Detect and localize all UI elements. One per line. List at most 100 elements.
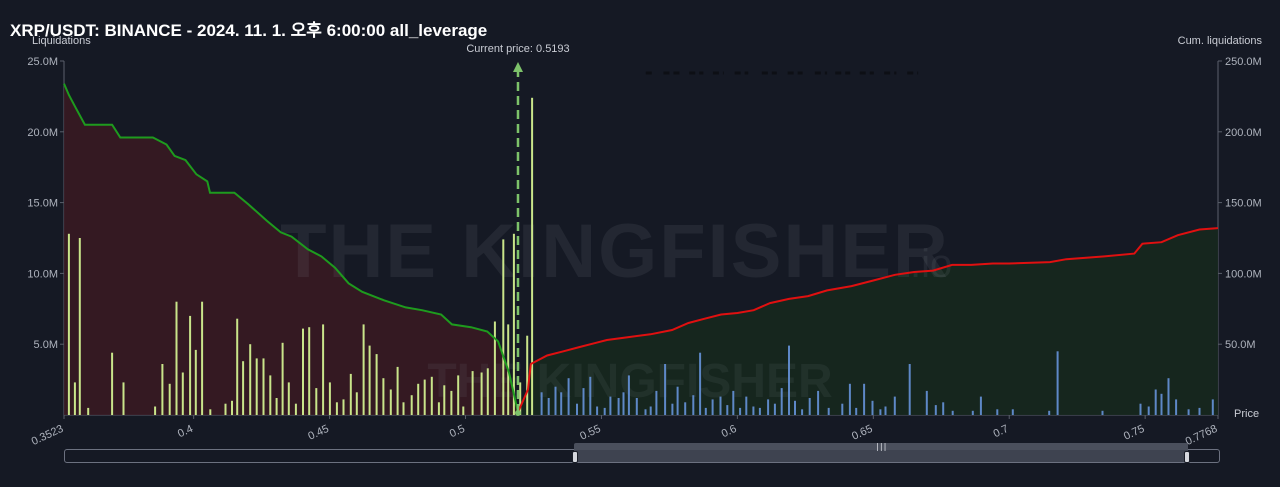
- short-liquidation-bar: [780, 388, 783, 415]
- left-axis-label: Liquidations: [32, 35, 91, 47]
- x-tick-label: 0.3523: [30, 423, 66, 448]
- long-liquidation-bar: [375, 354, 378, 415]
- watermark-text: THE KINGFISHER: [280, 209, 950, 294]
- short-liquidation-bar: [582, 388, 585, 415]
- current-price-arrow-icon: [512, 62, 523, 72]
- watermark-suffix: .io: [910, 242, 952, 286]
- range-handle-right[interactable]: [1184, 451, 1190, 463]
- long-liquidation-bar: [389, 389, 392, 415]
- long-liquidation-bar: [67, 233, 70, 415]
- long-liquidation-bar: [417, 383, 420, 415]
- short-liquidation-bar: [951, 410, 954, 415]
- long-liquidation-bar: [349, 373, 352, 415]
- long-liquidation-bar: [161, 364, 164, 415]
- short-liquidation-bar: [752, 406, 755, 415]
- long-liquidation-bar: [502, 239, 505, 415]
- short-liquidation-bar: [996, 409, 999, 415]
- short-liquidation-bar: [848, 383, 851, 415]
- long-liquidation-bar: [262, 358, 265, 415]
- long-liquidation-bar: [189, 315, 192, 415]
- short-liquidation-bar: [664, 364, 667, 415]
- long-liquidation-bar: [154, 406, 157, 415]
- short-liquidation-bar: [863, 383, 866, 415]
- long-liquidation-bar: [450, 390, 453, 415]
- long-liquidation-bar: [519, 382, 522, 415]
- x-tick-label: 0.7768: [1184, 423, 1220, 448]
- short-liquidation-bar: [827, 407, 830, 415]
- long-liquidation-bar: [181, 372, 184, 415]
- y-left-tick-label: 20.0M: [27, 127, 58, 139]
- right-axis-label: Cum. liquidations: [1178, 35, 1263, 47]
- short-liquidation-bar: [1160, 393, 1163, 415]
- short-liquidation-bar: [745, 396, 748, 415]
- short-liquidation-bar: [871, 400, 874, 415]
- long-liquidation-bar: [526, 335, 529, 415]
- short-liquidation-bar: [567, 378, 570, 415]
- long-liquidation-bar: [236, 318, 239, 415]
- current-price-dot: [514, 410, 521, 416]
- short-liquidation-bar: [655, 390, 658, 415]
- short-liquidation-bar: [627, 375, 630, 415]
- long-liquidation-bar: [78, 238, 81, 415]
- long-liquidation-bar: [294, 403, 297, 415]
- x-tick-label: 0.75: [1122, 423, 1146, 443]
- cumulative-lines: [63, 71, 1219, 413]
- short-liquidation-bar: [942, 402, 945, 415]
- y-right-tick-label: 200.0M: [1225, 127, 1262, 139]
- range-thumb[interactable]: [574, 450, 1188, 462]
- long-liquidation-bar: [269, 375, 272, 415]
- long-liquidation-bar: [486, 368, 489, 415]
- grip-icon[interactable]: |||: [875, 442, 887, 451]
- short-liquidation-bar: [676, 386, 679, 415]
- x-axis-label: Price: [1234, 408, 1259, 420]
- long-liquidation-bar: [396, 366, 399, 415]
- short-liquidation-bar: [711, 399, 714, 415]
- long-liquidation-bar: [194, 349, 197, 415]
- long-liquidation-bar: [430, 376, 433, 415]
- short-liquidation-bar: [719, 396, 722, 415]
- current-price-label: Current price: 0.5193: [466, 43, 569, 55]
- short-liquidation-bar: [560, 392, 563, 415]
- short-cumulative-area: [518, 228, 1218, 415]
- x-tick-label: 0.4: [176, 423, 195, 440]
- short-liquidation-bar: [934, 405, 937, 415]
- short-liquidation-bar: [1154, 389, 1157, 415]
- short-liquidation-bar: [794, 400, 796, 415]
- range-scrollbar[interactable]: |||: [64, 442, 1220, 463]
- long-liquidation-bar: [168, 383, 171, 415]
- short-liquidation-bar: [1187, 409, 1190, 415]
- range-handle-left[interactable]: [572, 451, 578, 463]
- short-liquidation-bar: [893, 396, 896, 415]
- short-liquidation-bar: [908, 364, 911, 415]
- long-liquidation-bar: [209, 409, 212, 415]
- long-liquidation-bar: [302, 328, 304, 415]
- short-liquidation-bar: [855, 407, 858, 415]
- short-liquidation-bar: [808, 398, 811, 415]
- short-liquidation-bar: [540, 392, 543, 415]
- short-liquidation-bar: [773, 403, 776, 415]
- short-liquidation-bar: [609, 396, 612, 415]
- short-liquidation-bar: [576, 403, 578, 415]
- short-liquidation-bar: [671, 403, 674, 415]
- long-liquidation-bar: [402, 402, 405, 415]
- short-liquidation-bar: [684, 402, 687, 415]
- short-liquidation-bar: [841, 403, 844, 415]
- long-liquidation-bar: [471, 371, 474, 415]
- long-liquidation-bar: [249, 344, 252, 415]
- short-liquidation-bar: [596, 406, 599, 415]
- short-liquidation-bar: [1139, 403, 1142, 415]
- long-liquidation-bar: [308, 327, 311, 415]
- short-liquidation-bar: [726, 405, 729, 415]
- short-liquidation-bar: [739, 407, 742, 415]
- long-liquidation-bar: [122, 382, 125, 415]
- y-right-tick-label: 250.0M: [1225, 56, 1262, 68]
- short-liquidation-bar: [1048, 410, 1051, 415]
- long-liquidation-bar: [368, 345, 371, 415]
- long-cumulative-line: [63, 83, 519, 413]
- short-liquidation-bar: [554, 386, 557, 415]
- short-liquidation-bar: [589, 376, 592, 415]
- short-liquidation-bar: [547, 398, 550, 415]
- long-liquidation-bar: [315, 388, 318, 415]
- long-liquidation-bar: [480, 372, 483, 415]
